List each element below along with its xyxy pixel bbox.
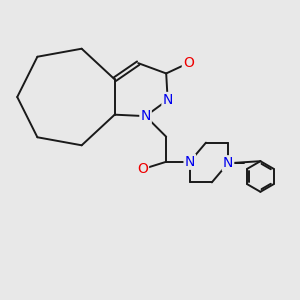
Text: O: O xyxy=(137,162,148,176)
Text: N: N xyxy=(140,109,151,123)
Text: O: O xyxy=(183,56,194,70)
Text: N: N xyxy=(163,93,173,107)
Text: N: N xyxy=(184,155,195,169)
Text: N: N xyxy=(223,156,233,170)
